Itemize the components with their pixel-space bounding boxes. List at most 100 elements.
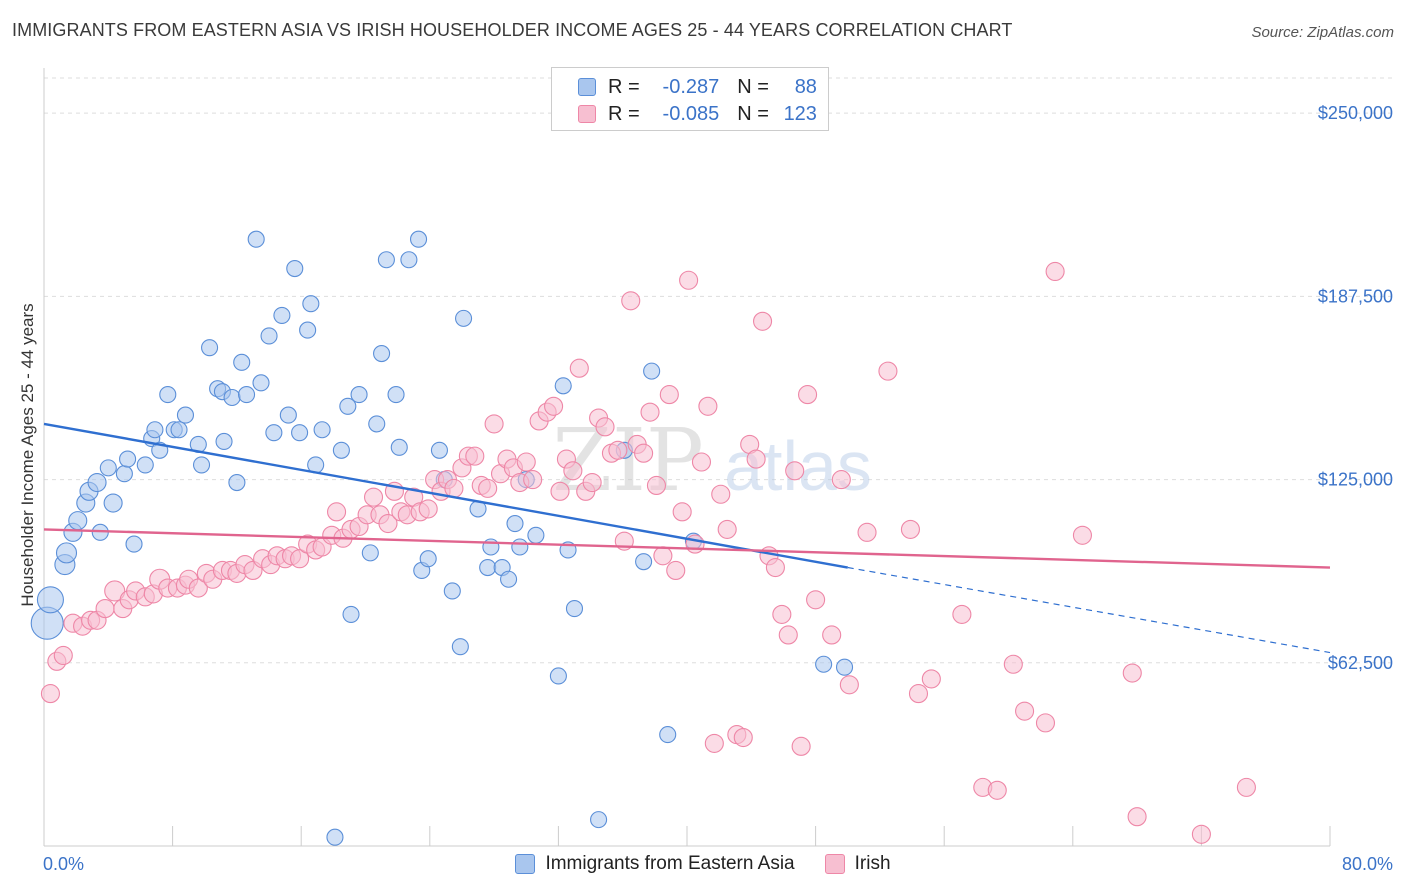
point-eastern-asia — [170, 421, 188, 439]
point-eastern-asia — [119, 450, 137, 468]
point-irish — [746, 449, 766, 469]
point-irish — [523, 470, 543, 490]
point-irish — [1122, 663, 1142, 683]
point-irish — [778, 625, 798, 645]
point-irish — [544, 396, 564, 416]
trend-line-eastern-asia-extension — [847, 566, 1331, 654]
point-eastern-asia — [565, 600, 584, 618]
point-eastern-asia — [55, 542, 78, 564]
series-legend-label: Irish — [854, 853, 891, 874]
y-axis-label: Householder Income Ages 25 - 44 years — [18, 303, 37, 606]
y-tick-label: $62,500 — [1328, 653, 1393, 673]
point-eastern-asia — [159, 386, 177, 404]
point-irish — [53, 645, 73, 666]
legend-r-value: -0.287 — [662, 75, 720, 98]
chart-title: IMMIGRANTS FROM EASTERN ASIA VS IRISH HO… — [12, 20, 1013, 40]
point-eastern-asia — [590, 811, 608, 829]
point-irish — [569, 358, 589, 378]
point-irish — [1045, 261, 1065, 282]
point-eastern-asia — [835, 658, 854, 676]
point-eastern-asia — [451, 638, 469, 656]
point-irish — [791, 736, 811, 756]
source-credit: Source: ZipAtlas.com — [1251, 24, 1394, 41]
point-irish — [798, 385, 818, 405]
y-tick-labels: $62,500 $125,000 $187,500 $250,000 — [1318, 103, 1393, 673]
point-eastern-asia — [36, 586, 64, 614]
point-eastern-asia — [252, 374, 270, 392]
point-irish — [608, 440, 628, 460]
point-irish — [672, 502, 692, 522]
point-eastern-asia — [390, 438, 408, 456]
series-legend: Immigrants from Eastern Asia Irish — [0, 852, 1406, 876]
point-eastern-asia — [500, 570, 518, 588]
point-eastern-asia — [215, 432, 233, 451]
point-eastern-asia — [136, 456, 154, 474]
legend-r-label: R = — [608, 75, 640, 98]
y-tick-label: $250,000 — [1318, 103, 1393, 123]
legend-swatch-blue — [578, 78, 596, 96]
trend-line-eastern-asia — [43, 422, 848, 569]
legend-r-label: R = — [608, 102, 640, 125]
point-eastern-asia — [479, 558, 497, 577]
point-irish — [550, 481, 570, 501]
point-eastern-asia — [430, 441, 448, 459]
point-irish — [95, 599, 115, 619]
legend-n-value: 123 — [783, 102, 817, 125]
point-irish — [711, 484, 731, 504]
series-legend-eastern-asia: Immigrants from Eastern Asia — [515, 852, 795, 876]
point-irish — [679, 270, 699, 290]
point-eastern-asia — [511, 538, 529, 556]
data-points — [30, 230, 1256, 846]
point-irish — [733, 727, 753, 748]
point-irish — [378, 514, 398, 534]
point-irish — [327, 502, 347, 522]
point-eastern-asia — [103, 493, 123, 513]
point-eastern-asia — [361, 544, 379, 562]
point-irish — [659, 385, 679, 405]
point-eastern-asia — [377, 251, 395, 269]
trend-lines — [43, 422, 1331, 654]
point-eastern-asia — [176, 406, 195, 424]
point-eastern-asia — [342, 605, 360, 623]
y-tick-label: $125,000 — [1318, 470, 1393, 490]
point-eastern-asia — [419, 550, 437, 568]
point-irish — [478, 478, 498, 498]
point-eastern-asia — [201, 339, 219, 357]
point-irish — [1072, 525, 1092, 545]
point-irish — [1015, 701, 1035, 721]
point-eastern-asia — [409, 230, 428, 248]
point-irish — [634, 443, 654, 463]
point-eastern-asia — [302, 295, 320, 313]
stats-legend: R = -0.287 N = 88 R = -0.085 N = 123 — [551, 67, 829, 131]
point-eastern-asia — [443, 582, 461, 600]
point-irish — [516, 452, 536, 472]
point-eastern-asia — [455, 309, 473, 327]
point-irish — [908, 684, 929, 704]
point-irish — [595, 417, 615, 437]
point-eastern-asia — [643, 362, 661, 380]
point-irish — [878, 361, 898, 381]
point-irish — [704, 733, 724, 753]
point-eastern-asia — [192, 456, 211, 474]
point-irish — [582, 472, 602, 493]
point-eastern-asia — [87, 472, 107, 493]
point-eastern-asia — [373, 344, 391, 363]
point-irish — [900, 519, 920, 539]
point-eastern-asia — [313, 421, 331, 439]
y-tick-label: $187,500 — [1318, 286, 1393, 306]
point-irish — [363, 487, 384, 507]
point-eastern-asia — [146, 421, 164, 439]
point-irish — [772, 604, 792, 624]
point-irish — [717, 519, 737, 539]
series-legend-irish: Irish — [824, 852, 891, 876]
point-irish — [921, 669, 941, 689]
point-irish — [987, 780, 1007, 800]
point-irish — [822, 625, 842, 645]
point-irish — [785, 461, 805, 481]
point-irish — [666, 560, 686, 581]
point-irish — [806, 590, 826, 610]
point-eastern-asia — [125, 535, 143, 553]
point-eastern-asia — [527, 526, 545, 544]
point-eastern-asia — [233, 353, 251, 371]
